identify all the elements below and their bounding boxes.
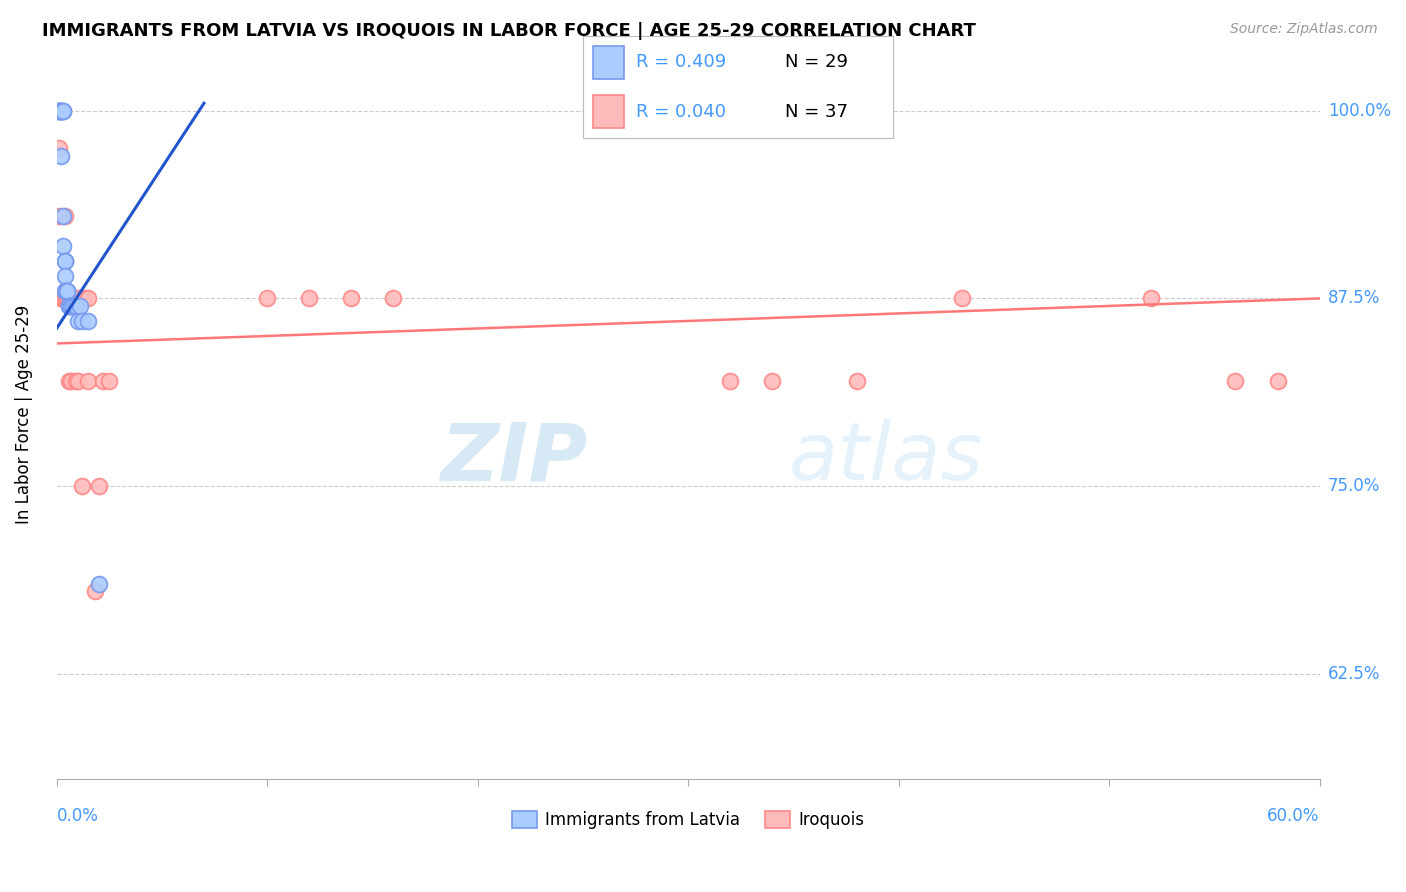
- FancyBboxPatch shape: [593, 95, 624, 128]
- Point: [87, 479, 110, 493]
- Point: [77, 374, 100, 388]
- Point: [52, 239, 75, 253]
- Text: 100.0%: 100.0%: [1329, 102, 1391, 120]
- Point: [52, 103, 75, 118]
- Text: atlas: atlas: [789, 419, 984, 498]
- Text: R = 0.040: R = 0.040: [636, 103, 725, 120]
- Text: N = 37: N = 37: [785, 103, 848, 120]
- Text: N = 29: N = 29: [785, 54, 848, 71]
- Point: [69, 299, 91, 313]
- Point: [52, 292, 75, 306]
- Point: [48, 103, 70, 118]
- Text: 0.0%: 0.0%: [56, 806, 98, 825]
- Point: [49, 103, 72, 118]
- Point: [73, 292, 96, 306]
- Point: [49, 103, 72, 118]
- Text: IMMIGRANTS FROM LATVIA VS IROQUOIS IN LABOR FORCE | AGE 25-29 CORRELATION CHART: IMMIGRANTS FROM LATVIA VS IROQUOIS IN LA…: [42, 22, 976, 40]
- Point: [1225, 374, 1247, 388]
- Point: [52, 103, 75, 118]
- Text: 87.5%: 87.5%: [1329, 289, 1381, 308]
- Point: [53, 209, 76, 223]
- Point: [60, 374, 83, 388]
- Point: [761, 374, 783, 388]
- Point: [49, 292, 72, 306]
- Point: [66, 374, 89, 388]
- Point: [62, 299, 84, 313]
- Point: [56, 284, 79, 298]
- Point: [53, 253, 76, 268]
- Point: [62, 292, 84, 306]
- Text: Source: ZipAtlas.com: Source: ZipAtlas.com: [1230, 22, 1378, 37]
- Point: [77, 314, 100, 328]
- Point: [65, 299, 87, 313]
- Point: [48, 209, 70, 223]
- Y-axis label: In Labor Force | Age 25-29: In Labor Force | Age 25-29: [15, 305, 32, 524]
- Legend: Immigrants from Latvia, Iroquois: Immigrants from Latvia, Iroquois: [505, 805, 872, 836]
- Point: [98, 374, 121, 388]
- Point: [58, 299, 80, 313]
- Point: [53, 284, 76, 298]
- Text: R = 0.409: R = 0.409: [636, 54, 727, 71]
- Point: [58, 374, 80, 388]
- Point: [256, 292, 278, 306]
- Point: [60, 299, 83, 313]
- Point: [53, 253, 76, 268]
- Point: [340, 292, 363, 306]
- Point: [718, 374, 741, 388]
- Point: [298, 292, 321, 306]
- Point: [52, 209, 75, 223]
- Point: [48, 103, 70, 118]
- Text: 62.5%: 62.5%: [1329, 665, 1381, 682]
- Text: 60.0%: 60.0%: [1267, 806, 1320, 825]
- Point: [49, 292, 72, 306]
- Point: [58, 299, 80, 313]
- Point: [66, 292, 89, 306]
- Point: [77, 292, 100, 306]
- Point: [83, 584, 105, 599]
- Point: [1140, 292, 1163, 306]
- Point: [62, 292, 84, 306]
- FancyBboxPatch shape: [593, 46, 624, 78]
- Point: [48, 103, 70, 118]
- Point: [65, 374, 87, 388]
- Point: [53, 268, 76, 283]
- Point: [91, 374, 114, 388]
- Point: [56, 284, 79, 298]
- Point: [70, 479, 93, 493]
- Point: [56, 284, 79, 298]
- Point: [1267, 374, 1289, 388]
- Text: 75.0%: 75.0%: [1329, 477, 1381, 495]
- Point: [56, 292, 79, 306]
- Point: [382, 292, 405, 306]
- Point: [845, 374, 868, 388]
- Point: [52, 292, 75, 306]
- Text: ZIP: ZIP: [440, 419, 588, 498]
- Point: [87, 576, 110, 591]
- Point: [70, 314, 93, 328]
- Point: [48, 141, 70, 155]
- Point: [58, 292, 80, 306]
- Point: [53, 284, 76, 298]
- Point: [49, 149, 72, 163]
- Point: [66, 314, 89, 328]
- Point: [56, 292, 79, 306]
- Point: [53, 292, 76, 306]
- Point: [49, 103, 72, 118]
- Point: [950, 292, 973, 306]
